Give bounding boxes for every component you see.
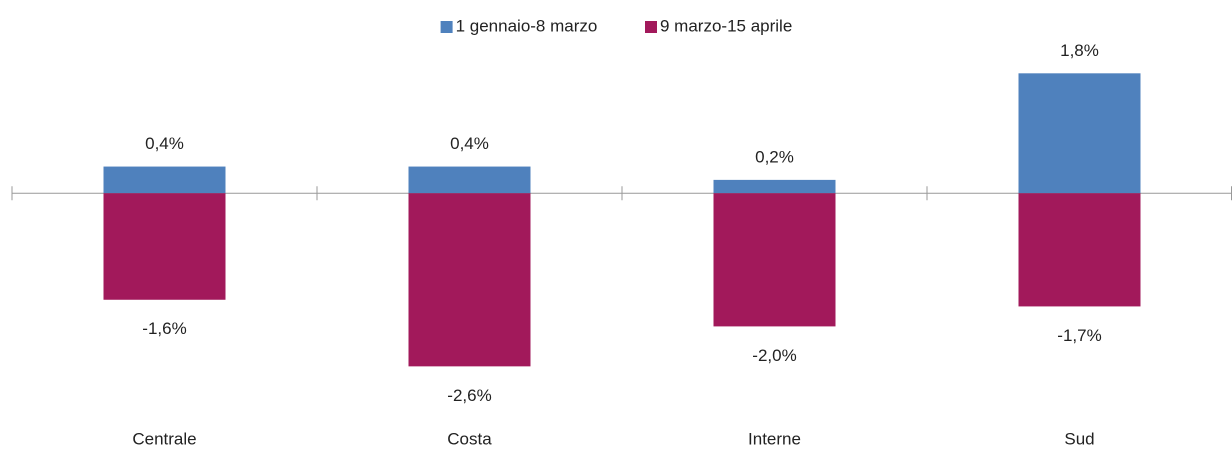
- value-label: -1,7%: [1057, 326, 1101, 345]
- value-label: -1,6%: [142, 319, 186, 338]
- bar: [103, 166, 226, 194]
- x-tick-label: Costa: [447, 429, 492, 448]
- bar: [713, 179, 836, 194]
- value-label: 1,8%: [1060, 41, 1099, 60]
- x-tick-label: Sud: [1064, 429, 1094, 448]
- legend-label: 1 gennaio-8 marzo: [456, 16, 598, 35]
- bar: [408, 166, 531, 194]
- legend-label: 9 marzo-15 aprile: [660, 16, 792, 35]
- legend-swatch: [645, 21, 657, 33]
- bar: [408, 193, 531, 367]
- x-tick-label: Centrale: [132, 429, 196, 448]
- x-tick-label: Interne: [748, 429, 801, 448]
- bar: [1018, 193, 1141, 307]
- bar: [103, 193, 226, 300]
- value-label: -2,0%: [752, 346, 796, 365]
- value-label: -2,6%: [447, 386, 491, 405]
- value-label: 0,4%: [450, 134, 489, 153]
- legend-swatch: [440, 21, 453, 33]
- value-label: 0,2%: [755, 147, 794, 166]
- bar: [1018, 73, 1141, 194]
- value-label: 0,4%: [145, 134, 184, 153]
- bar: [713, 193, 836, 327]
